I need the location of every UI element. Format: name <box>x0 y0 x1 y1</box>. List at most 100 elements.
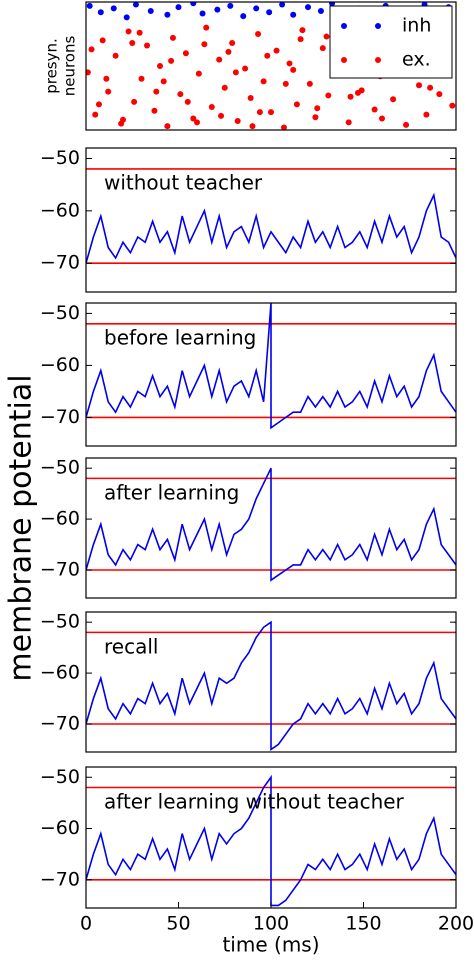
spike-dot <box>99 37 106 44</box>
spike-dot <box>299 27 306 34</box>
spike-dot <box>88 46 95 53</box>
spike-dot <box>282 80 289 87</box>
spike-dot <box>390 96 397 103</box>
spike-dot <box>319 45 326 52</box>
spike-dot <box>160 78 167 85</box>
spike-dot <box>225 48 232 55</box>
spike-dot <box>317 7 324 14</box>
spike-dot <box>92 111 99 118</box>
spike-dot <box>203 24 210 31</box>
spike-dot <box>279 2 286 8</box>
spike-dot <box>199 10 206 17</box>
legend-box <box>329 5 453 79</box>
legend-marker <box>341 57 347 63</box>
spike-dot <box>227 2 234 9</box>
spike-dot <box>379 115 385 122</box>
legend: inh ex. <box>329 5 453 79</box>
spike-dot <box>290 66 297 73</box>
axes-frame <box>85 457 457 599</box>
trace <box>86 303 456 430</box>
plot-area <box>86 168 456 265</box>
legend-marker <box>341 23 347 29</box>
spike-dot <box>177 91 184 98</box>
spike-dot <box>190 2 197 7</box>
legend-marker <box>375 57 381 63</box>
spike-dot <box>427 84 434 91</box>
spike-dot <box>329 2 336 7</box>
panel-label: recall <box>104 635 158 659</box>
x-tick-label: 150 <box>345 913 381 935</box>
spike-dot <box>449 102 456 109</box>
spike-dot <box>232 69 239 76</box>
spike-dot <box>273 47 280 54</box>
trace <box>86 774 456 907</box>
spike-dot <box>216 56 223 63</box>
spike-dot <box>97 9 104 16</box>
axes-frame <box>85 766 457 909</box>
axes-frame <box>85 1 457 131</box>
spike-dot <box>103 75 110 82</box>
spike-dot <box>354 89 361 96</box>
spike-dot <box>323 33 330 40</box>
spike-dot <box>436 91 443 98</box>
spike-dot <box>105 88 112 95</box>
axes-frame <box>85 611 457 753</box>
spike-dot <box>131 98 138 105</box>
panel-label: after learning without teacher <box>104 790 405 814</box>
spike-dot <box>86 2 93 9</box>
trace <box>86 467 456 582</box>
y-tick-label: −70 <box>40 406 80 428</box>
y-axis-label: presyn. <box>43 38 61 94</box>
legend-label: ex. <box>402 49 431 71</box>
spike-dot <box>286 60 293 67</box>
spike-dot <box>325 92 332 99</box>
spike-dot <box>164 11 171 18</box>
y-tick-label: −50 <box>40 766 80 788</box>
spike-dot <box>345 119 352 126</box>
spike-dot <box>175 4 182 11</box>
spike-dot <box>255 31 262 37</box>
x-axis-label: time (ms) <box>222 933 319 957</box>
spike-dot <box>305 4 311 11</box>
spike-dot <box>347 93 354 100</box>
spike-dot <box>120 116 126 123</box>
spike-dot <box>164 123 171 130</box>
x-tick-label: 200 <box>438 913 474 935</box>
y-tick-label: −60 <box>40 354 80 376</box>
spike-dot <box>266 9 273 16</box>
plot-area <box>86 620 456 751</box>
spike-dot <box>416 82 422 89</box>
y-tick-label: −70 <box>40 868 80 890</box>
spike-dot <box>268 109 274 116</box>
spike-dot <box>218 112 225 119</box>
spike-dot <box>229 39 236 46</box>
y-axis-label: neurons <box>61 36 79 97</box>
x-tick-label: 100 <box>253 913 289 935</box>
spike-dot <box>201 41 208 48</box>
spike-dot <box>151 107 158 114</box>
plot-area <box>86 467 456 582</box>
spike-dot <box>260 78 267 85</box>
legend-marker <box>375 23 381 29</box>
spike-dot <box>256 109 263 116</box>
spike-dot <box>110 5 117 12</box>
spike-dot <box>208 103 215 110</box>
y-tick-label: −60 <box>40 508 80 530</box>
spike-dot <box>129 39 136 46</box>
axes-frame <box>85 147 457 293</box>
x-tick-label: 50 <box>166 913 190 935</box>
plot-area <box>86 303 456 430</box>
spike-dot <box>221 84 228 91</box>
spike-dot <box>147 7 154 14</box>
spike-dot <box>297 36 304 43</box>
panel-label: without teacher <box>104 171 263 195</box>
axes-frame <box>85 302 457 447</box>
spike-dot <box>314 105 321 112</box>
y-axis-label: membrane potential <box>4 374 39 681</box>
panel-label: after learning <box>104 481 239 505</box>
y-tick-label: −50 <box>40 147 80 169</box>
legend-label: inh <box>402 15 431 37</box>
spike-dot <box>138 75 145 82</box>
spike-dot <box>214 6 221 13</box>
spike-dot <box>184 98 191 105</box>
